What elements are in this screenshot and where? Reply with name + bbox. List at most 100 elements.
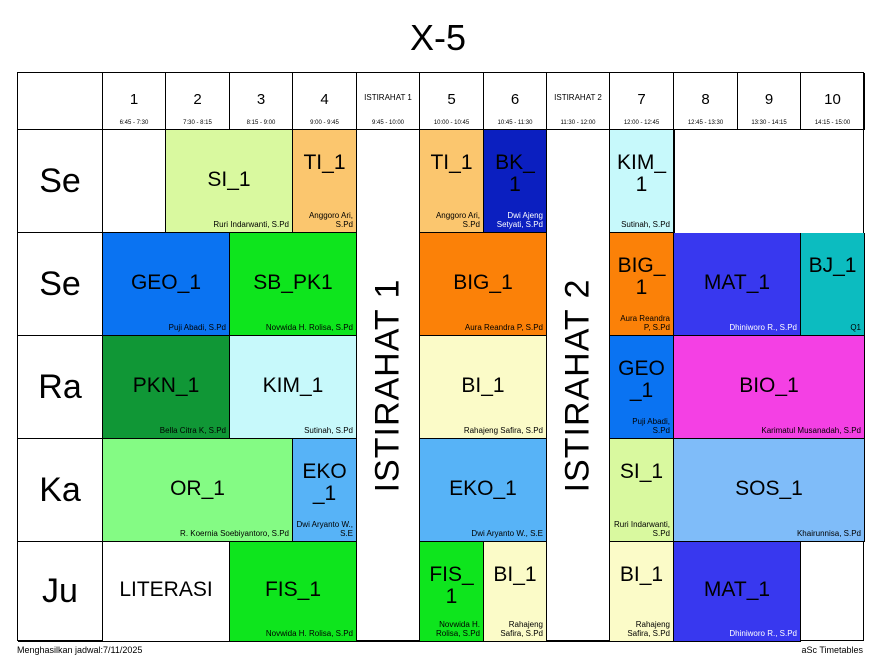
lesson-subject: BI_1 <box>619 563 664 586</box>
lesson-cell[interactable]: MAT_1 Dhiniworo R., S.Pd <box>674 233 801 336</box>
lesson-subject: GEO_1 <box>618 357 665 402</box>
period-time: 9:45 - 10:00 <box>371 120 405 126</box>
lesson-subject: PKN_1 <box>132 374 200 397</box>
lesson-cell[interactable]: PAI_1M. Khoirul Fahmi, M.Pdl <box>674 130 675 233</box>
period-time: 6:45 - 7:30 <box>119 120 149 126</box>
period-time: 8:15 - 9:00 <box>246 120 276 126</box>
lesson-cell[interactable]: BI_1 Rahajeng Safira, S.Pd <box>484 542 547 642</box>
break-label-wrap: ISTIRAHAT 1 <box>357 130 419 641</box>
period-header: 6 10:45 - 11:30 <box>484 73 547 130</box>
period-time: 7:30 - 8:15 <box>183 120 212 126</box>
period-label: 7 <box>637 91 646 108</box>
period-header: 4 9:00 - 9:45 <box>293 73 357 130</box>
day-label: Ju <box>18 542 103 642</box>
lesson-subject: FIS_1 <box>429 563 474 608</box>
day-label: Se <box>18 130 103 233</box>
period-label: ISTIRAHAT 2 <box>554 93 602 102</box>
period-label: 8 <box>701 91 710 108</box>
lesson-cell[interactable]: EKO_1 Dwi Aryanto W., S.E <box>420 439 547 542</box>
day-label: Se <box>18 233 103 336</box>
lesson-teacher: Novwida H. Rolisa, S.Pd <box>435 620 480 638</box>
lesson-cell[interactable]: BIO_1 Karimatul Musanadah, S.Pd <box>674 336 865 439</box>
lesson-subject: KIM_1 <box>262 374 324 397</box>
lesson-teacher: Bella Citra K, S.Pd <box>159 426 226 435</box>
lesson-teacher: Rahajeng Safira, S.Pd <box>500 620 543 638</box>
break-label-wrap: ISTIRAHAT 2 <box>547 130 609 641</box>
lesson-teacher: Ruri Indarwanti, S.Pd <box>213 220 289 229</box>
lesson-subject: FIS_1 <box>264 578 322 601</box>
lesson-cell[interactable]: FIS_1 Novwida H. Rolisa, S.Pd <box>420 542 484 642</box>
lesson-subject: SI_1 <box>619 460 664 483</box>
day-label: Ra <box>18 336 103 439</box>
lesson-cell[interactable]: FIS_1 Novwida H. Rolisa, S.Pd <box>230 542 357 642</box>
timetable-grid: 1 6:45 - 7:30 2 7:30 - 8:15 3 8:15 - 9:00 4 9:0… <box>17 72 865 642</box>
lesson-cell[interactable]: KIM_1 Sutinah, S.Pd <box>610 130 674 233</box>
break-column: ISTIRAHAT 1 <box>357 130 420 642</box>
lesson-teacher: Dwi Aryanto W., S.E <box>296 520 353 538</box>
period-time: 10:00 - 10:45 <box>433 120 470 126</box>
lesson-teacher: Dhiniworo R., S.Pd <box>729 323 797 332</box>
lesson-subject: GEO_1 <box>130 271 202 294</box>
lesson-teacher: Sutinah, S.Pd <box>621 220 670 229</box>
lesson-teacher: Novwida H. Rolisa, S.Pd <box>265 323 353 332</box>
lesson-cell[interactable]: BIG_1 Aura Reandra P, S.Pd <box>420 233 547 336</box>
lesson-cell[interactable]: OR_1 R. Koernia Soebiyantoro, S.Pd <box>103 439 293 542</box>
lesson-cell[interactable]: LITERASI <box>103 542 230 642</box>
lesson-teacher: Khairunnisa, S.Pd <box>796 529 861 538</box>
lesson-teacher: Karimatul Musanadah, S.Pd <box>761 426 861 435</box>
lesson-teacher: Sutinah, S.Pd <box>304 426 353 435</box>
lesson-subject: TI_1 <box>303 151 346 174</box>
lesson-teacher: Aura Reandra P, S.Pd <box>620 314 670 332</box>
lesson-cell[interactable]: GEO_1 Puji Abadi, S.Pd <box>610 336 674 439</box>
period-time: 10:45 - 11:30 <box>497 120 533 126</box>
lesson-teacher: Rahajeng Safira, S.Pd <box>463 426 543 435</box>
period-label: 3 <box>256 91 266 108</box>
timetable-title: X-5 <box>409 17 467 58</box>
lesson-cell[interactable]: SI_1 Ruri Indarwanti, S.Pd <box>610 439 674 542</box>
lesson-subject: BIO_1 <box>739 374 799 397</box>
corner-cell <box>18 73 103 130</box>
lesson-subject: BK_1 <box>495 151 535 196</box>
lesson-teacher: Ruri Indarwanti, S.Pd <box>613 520 670 538</box>
lesson-cell[interactable]: SB_PK1 Novwida H. Rolisa, S.Pd <box>230 233 357 336</box>
lesson-subject: TI_1 <box>430 151 473 174</box>
lesson-cell[interactable]: BI_1 Rahajeng Safira, S.Pd <box>420 336 547 439</box>
period-label: 6 <box>510 91 520 108</box>
lesson-cell[interactable]: EKO_1 Dwi Aryanto W., S.E <box>293 439 357 542</box>
lesson-cell[interactable]: BK_1 Dwi Ajeng Setyati, S.Pd <box>484 130 547 233</box>
lesson-cell[interactable]: BJ_1 Q1 <box>801 233 865 336</box>
lesson-cell[interactable]: GEO_1 Puji Abadi, S.Pd <box>103 233 230 336</box>
period-time: 9:00 - 9:45 <box>310 120 339 126</box>
lesson-subject: BIG_1 <box>453 271 513 294</box>
lesson-cell[interactable]: TI_1 Anggoro Ari, S.Pd <box>420 130 484 233</box>
period-label: ISTIRAHAT 1 <box>364 93 412 102</box>
period-header: 3 8:15 - 9:00 <box>230 73 293 130</box>
lesson-subject: MAT_1 <box>703 578 771 601</box>
period-header: ISTIRAHAT 2 11:30 - 12:00 <box>547 73 610 130</box>
lesson-cell[interactable]: BIG_1 Aura Reandra P, S.Pd <box>610 233 674 336</box>
lesson-subject: BIG_1 <box>617 254 666 299</box>
period-header: 2 7:30 - 8:15 <box>166 73 230 130</box>
lesson-cell[interactable]: KIM_1 Sutinah, S.Pd <box>230 336 357 439</box>
empty-slot <box>103 130 166 233</box>
lesson-subject: LITERASI <box>119 578 213 601</box>
period-header: 10 14:15 - 15:00 <box>801 73 865 130</box>
period-header: 5 10:00 - 10:45 <box>420 73 484 130</box>
lesson-subject: OR_1 <box>170 477 225 500</box>
lesson-teacher: Dwi Aryanto W., S.E <box>471 529 543 538</box>
lesson-cell[interactable]: PKN_1 Bella Citra K, S.Pd <box>103 336 230 439</box>
period-time: 12:45 - 13:30 <box>687 120 724 126</box>
lesson-subject: SOS_1 <box>735 477 803 500</box>
lesson-teacher: Novwida H. Rolisa, S.Pd <box>265 629 353 638</box>
break-column: ISTIRAHAT 2 <box>547 130 610 642</box>
lesson-teacher: Anggoro Ari, S.Pd <box>308 211 353 229</box>
lesson-cell[interactable]: SI_1 Ruri Indarwanti, S.Pd <box>166 130 293 233</box>
period-time: 11:30 - 12:00 <box>560 120 596 126</box>
lesson-cell[interactable]: TI_1 Anggoro Ari, S.Pd <box>293 130 357 233</box>
lesson-cell[interactable]: BI_1 Rahajeng Safira, S.Pd <box>610 542 674 642</box>
period-time: 14:15 - 15:00 <box>814 120 851 126</box>
period-label: 4 <box>320 91 329 108</box>
lesson-teacher: Aura Reandra P, S.Pd <box>464 323 543 332</box>
lesson-cell[interactable]: MAT_1 Dhiniworo R., S.Pd <box>674 542 801 642</box>
lesson-cell[interactable]: SOS_1 Khairunnisa, S.Pd <box>674 439 865 542</box>
